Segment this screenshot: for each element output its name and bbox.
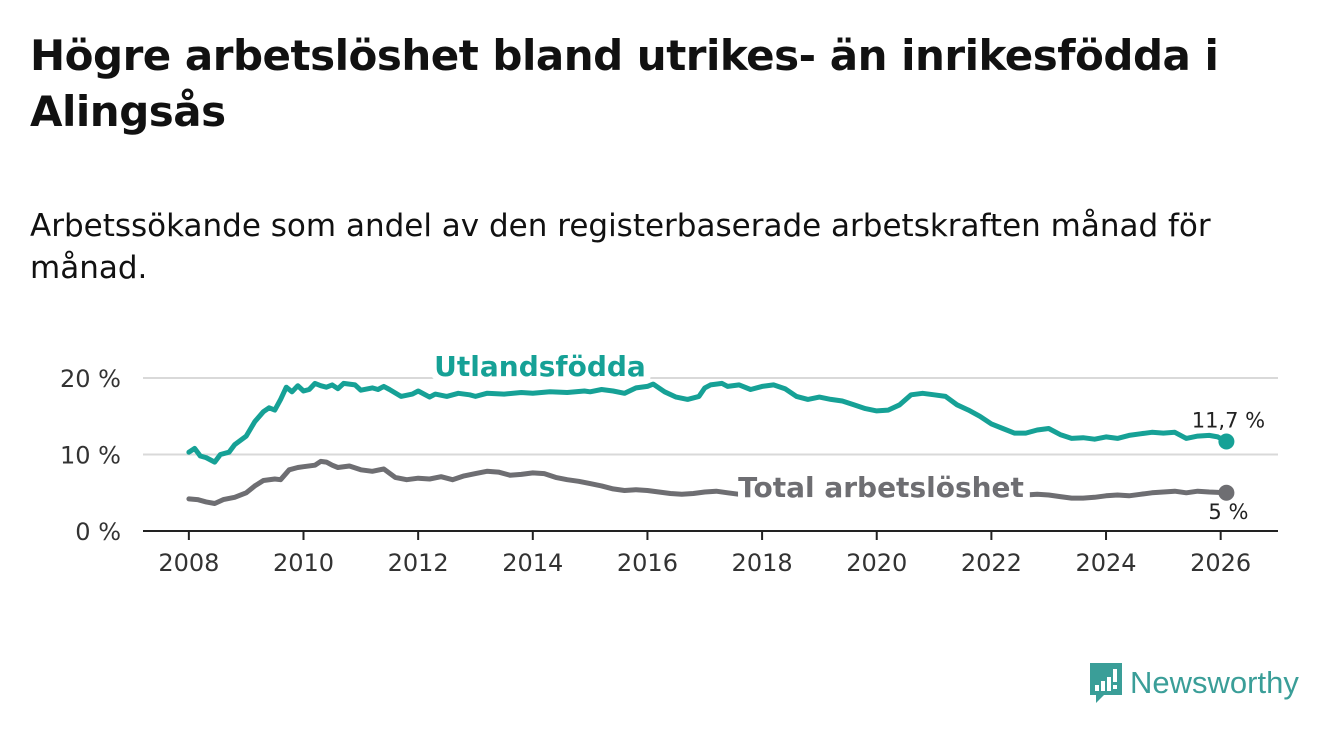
x-tick-label: 2016 [617,549,678,577]
y-tick-label: 20 % [60,365,121,393]
x-tick-label: 2008 [158,549,219,577]
x-tick-label: 2022 [961,549,1022,577]
end-point-marker [1218,484,1235,501]
series-line-total [186,458,1229,506]
bar-chart-logo-icon [1090,663,1122,703]
end-point-marker [1218,433,1235,450]
y-tick-label: 0 % [75,518,121,546]
x-tick-label: 2020 [846,549,907,577]
x-tick-label: 2014 [502,549,563,577]
chart-subtitle: Arbetssökande som andel av den registerb… [30,208,1211,286]
y-axis-labels: 0 % 10 % 20 % [60,365,121,546]
x-tick-label: 2010 [273,549,334,577]
y-tick-label: 10 % [60,442,121,470]
series-name-label: Total arbetslöshet [738,471,1024,504]
x-axis: 2008 2010 2012 2014 2016 2018 2020 2022 2024 2026 [143,530,1278,577]
series-line-utlandsfodda [186,380,1229,465]
x-tick-label: 2012 [388,549,449,577]
series-lines [186,380,1235,506]
x-tick-label: 2018 [732,549,793,577]
end-value-label: 5 % [1208,500,1248,524]
brand-name: Newsworthy [1130,665,1299,700]
end-value-label: 11,7 % [1192,408,1265,432]
series-labels: Utlandsfödda Total arbetslöshet 11,7 % 5 % [427,343,1265,524]
grid-lines [143,377,1278,456]
line-chart: 0 % 10 % 20 % 2008 2010 2012 2014 2016 2018 2020… [60,343,1278,577]
x-tick-label: 2024 [1075,549,1136,577]
chart-title: Högre arbetslöshet bland utrikes- än inr… [30,31,1219,136]
x-tick-label: 2026 [1190,549,1251,577]
series-name-label: Utlandsfödda [434,350,646,383]
newsworthy-logo: Newsworthy [1088,660,1299,706]
